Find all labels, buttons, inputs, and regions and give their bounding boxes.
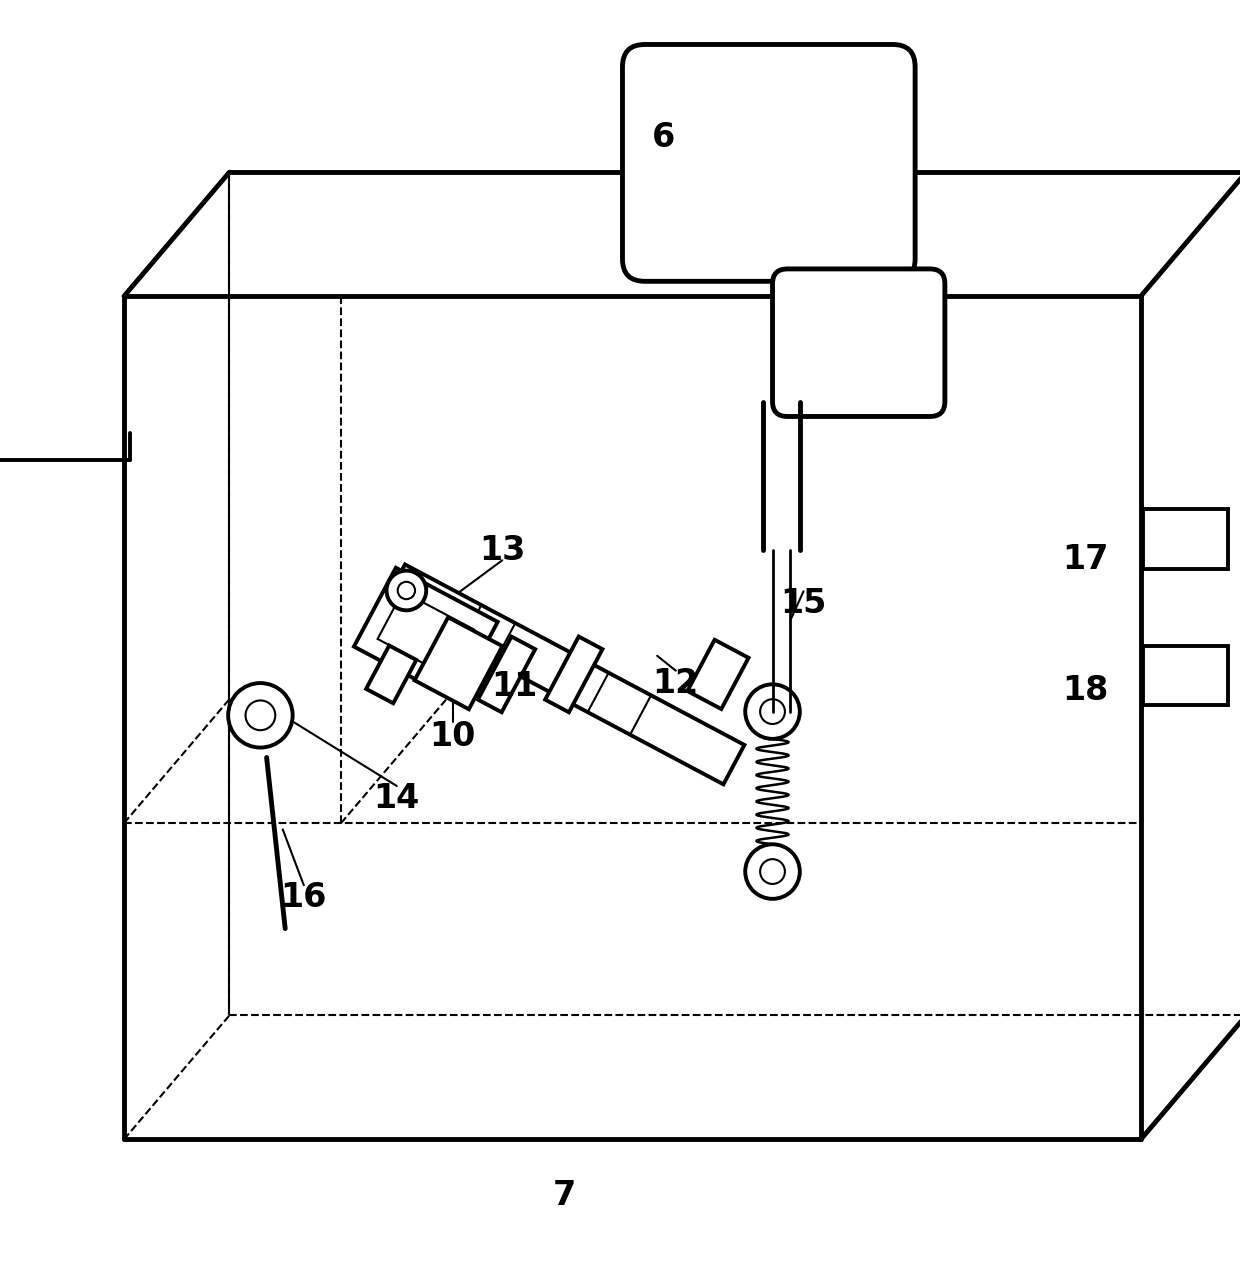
Text: 12: 12 <box>652 666 699 699</box>
Text: 14: 14 <box>373 782 420 815</box>
Text: 18: 18 <box>1061 674 1109 707</box>
Circle shape <box>745 844 800 899</box>
Circle shape <box>760 699 785 724</box>
Polygon shape <box>353 568 497 700</box>
Text: 15: 15 <box>780 587 827 620</box>
Circle shape <box>246 700 275 731</box>
Text: 16: 16 <box>280 881 327 914</box>
Text: 6: 6 <box>652 121 675 154</box>
FancyBboxPatch shape <box>622 44 915 281</box>
Polygon shape <box>384 564 744 785</box>
Bar <box>1143 510 1228 569</box>
Polygon shape <box>546 636 603 712</box>
Polygon shape <box>366 645 417 703</box>
Circle shape <box>398 582 415 599</box>
Text: 10: 10 <box>429 719 476 753</box>
Circle shape <box>745 684 800 738</box>
Text: 17: 17 <box>1061 543 1109 575</box>
FancyBboxPatch shape <box>773 269 945 416</box>
Text: 11: 11 <box>491 670 538 703</box>
Polygon shape <box>414 617 502 709</box>
Text: 13: 13 <box>479 534 526 567</box>
Text: 7: 7 <box>553 1179 575 1212</box>
Circle shape <box>387 570 427 611</box>
Polygon shape <box>378 592 474 676</box>
Bar <box>1143 646 1228 705</box>
Polygon shape <box>477 636 536 712</box>
Polygon shape <box>687 640 749 709</box>
Circle shape <box>228 683 293 747</box>
Circle shape <box>760 859 785 883</box>
